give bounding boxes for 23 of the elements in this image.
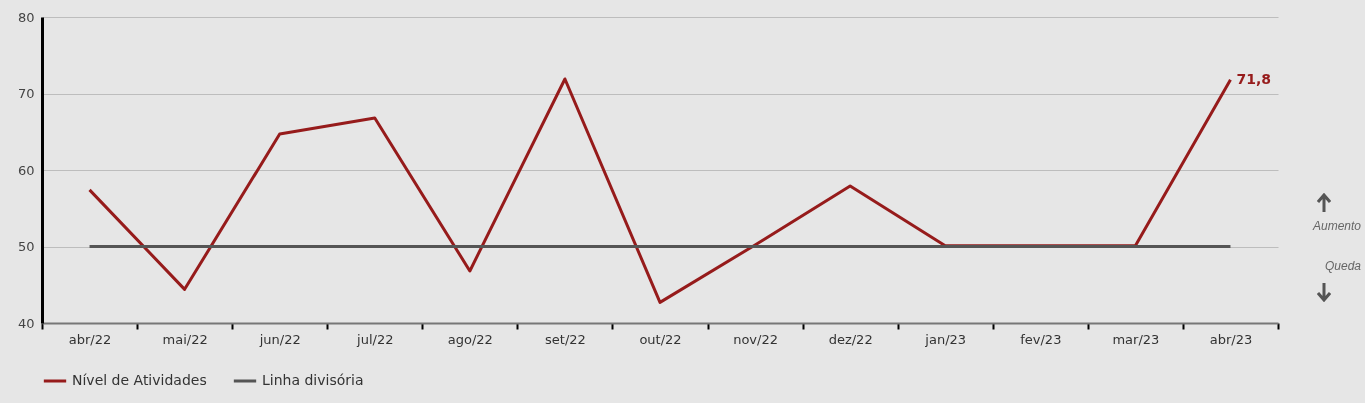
text: Queda: [1324, 259, 1361, 273]
y-tick-label: 60: [17, 162, 35, 178]
legend-label: Linha divisória: [262, 372, 364, 388]
text: Aumento: [1312, 219, 1361, 233]
x-tick-label: abr/22: [68, 331, 112, 347]
x-tick-label: nov/22: [733, 331, 778, 347]
x-tick-label: jun/22: [258, 331, 301, 347]
x-tick-label: set/22: [545, 331, 586, 347]
legend-label: Nível de Atividades: [72, 372, 207, 388]
x-tick-label: jan/23: [924, 331, 967, 347]
x-tick-label: abr/23: [1209, 331, 1253, 347]
x-tick-label: mai/22: [162, 331, 208, 347]
x-tick-label: jul/22: [356, 331, 394, 347]
data-label: 71,8: [1236, 70, 1272, 87]
y-tick-label: 40: [17, 315, 35, 331]
x-tick-label: dez/22: [828, 331, 873, 347]
x-tick-label: ago/22: [447, 331, 493, 347]
y-tick-label: 50: [17, 239, 35, 254]
x-tick-label: out/22: [639, 331, 682, 347]
x-tick-label: mar/23: [1112, 331, 1160, 347]
y-tick-label: 80: [17, 9, 35, 25]
y-tick-label: 70: [17, 86, 35, 101]
x-tick-label: fev/23: [1020, 331, 1062, 347]
